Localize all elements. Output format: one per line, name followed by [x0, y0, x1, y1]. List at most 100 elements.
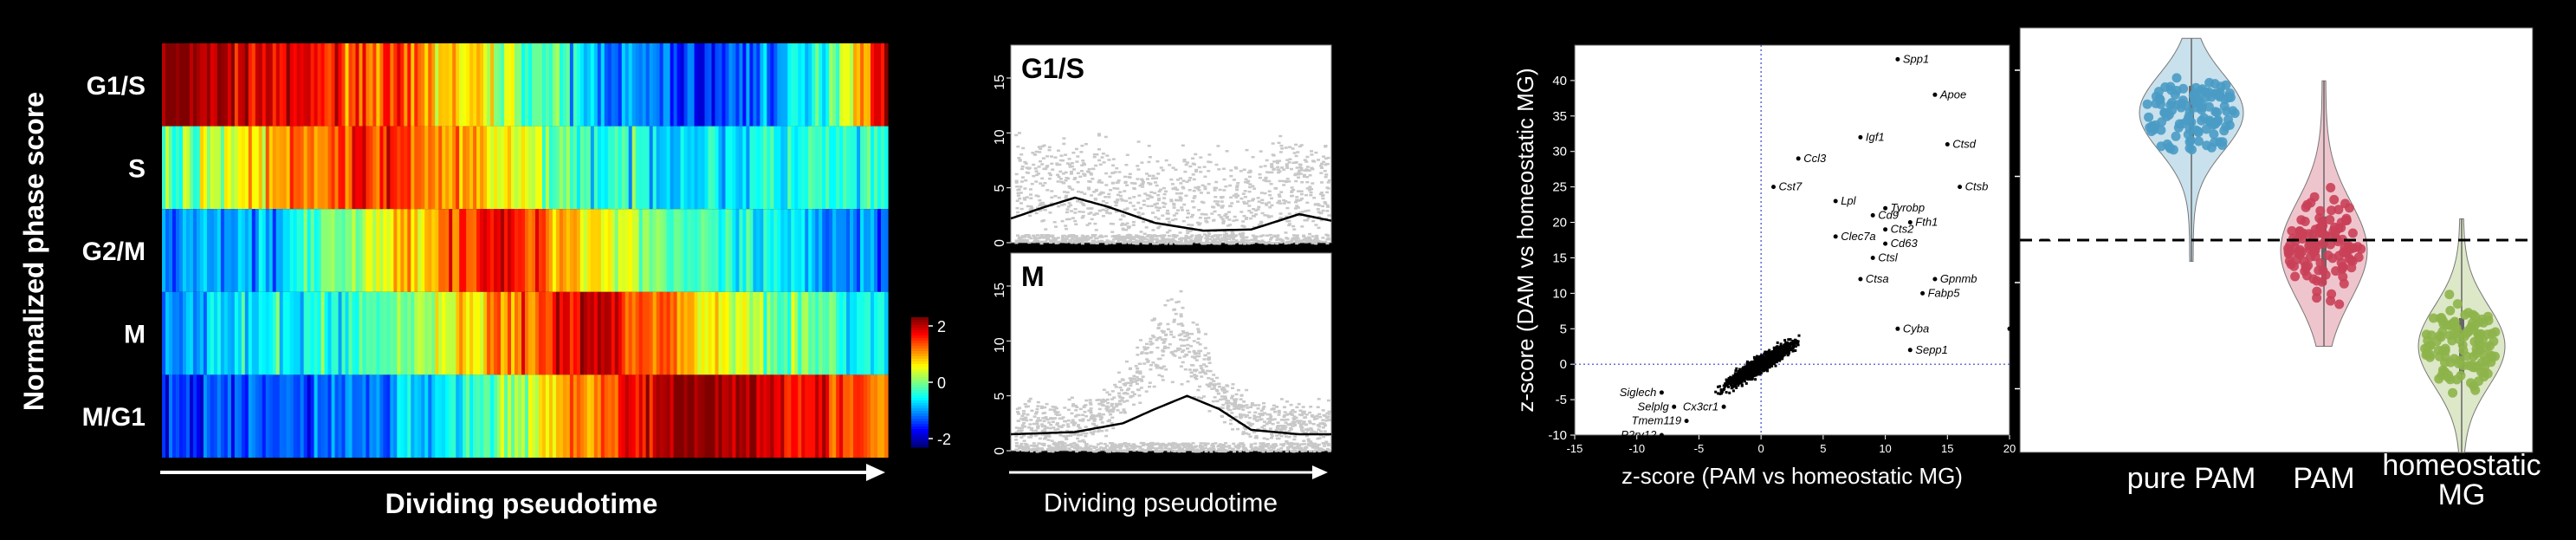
trend-point — [1276, 201, 1280, 205]
heatmap-cell — [359, 291, 364, 375]
heatmap-cell — [445, 209, 450, 292]
trend-point — [1124, 360, 1129, 363]
trend-point — [1094, 446, 1098, 448]
trend-point — [1023, 236, 1027, 238]
heatmap-cell — [296, 43, 301, 127]
trend-point — [1138, 372, 1142, 374]
trend-point — [1122, 228, 1126, 231]
heatmap-cell — [400, 291, 405, 375]
trend-point — [1170, 183, 1175, 185]
trend-point — [1189, 371, 1194, 374]
heatmap-cell — [548, 374, 553, 458]
heatmap-cell — [262, 43, 267, 127]
trend-point — [1150, 237, 1155, 240]
trend-point — [1304, 160, 1309, 163]
trend-point — [1316, 406, 1320, 408]
heatmap-cell — [487, 374, 491, 458]
trend-point — [1021, 146, 1026, 150]
heatmap-cell — [708, 209, 713, 292]
trend-point — [1071, 433, 1076, 435]
trend-point — [1036, 426, 1040, 430]
trend-point — [1323, 423, 1327, 426]
trend-point — [1117, 445, 1121, 447]
trend-point — [1146, 205, 1150, 207]
trend-point — [1316, 208, 1320, 211]
heatmap-cell — [756, 374, 761, 458]
trend-point — [1319, 165, 1323, 167]
trend-point — [1272, 443, 1276, 446]
trend-point — [1156, 450, 1161, 453]
heatmap-cell — [573, 291, 578, 375]
trend-point — [1198, 450, 1202, 452]
trend-point — [1104, 172, 1109, 175]
trend-point — [1065, 177, 1069, 179]
trend-point — [1266, 418, 1271, 420]
heatmap-cell — [780, 126, 785, 210]
heatmap-cell — [763, 126, 767, 210]
trend-point — [1257, 200, 1261, 203]
trend-ytick-label: 15 — [993, 283, 1007, 298]
trend-point — [1180, 206, 1184, 209]
heatmap-cell — [424, 209, 429, 292]
trend-point — [1159, 188, 1162, 192]
trend-point — [1094, 164, 1098, 167]
heatmap-cell — [767, 291, 771, 375]
trend-point — [1269, 215, 1273, 218]
trend-point — [1078, 407, 1083, 411]
heatmap-cell — [666, 43, 671, 127]
trend-point — [1154, 364, 1158, 368]
trend-point — [1302, 410, 1306, 413]
heatmap-cell — [756, 43, 761, 127]
heatmap-cell — [694, 291, 699, 375]
trend-point — [1168, 223, 1172, 225]
trend-point — [1278, 241, 1283, 244]
heatmap-cell — [220, 374, 225, 458]
trend-point — [1016, 145, 1020, 148]
heatmap-cell — [303, 209, 308, 292]
trend-point — [1246, 242, 1251, 245]
trend-point — [1213, 396, 1217, 399]
heatmap-cell — [822, 126, 826, 210]
heatmap-cell — [303, 291, 308, 375]
trend-point — [1169, 198, 1174, 201]
trend-point — [1184, 234, 1188, 237]
trend-point — [1179, 182, 1183, 185]
heatmap-cell — [469, 209, 474, 292]
trend-point — [1083, 411, 1087, 413]
heatmap-cell — [411, 374, 415, 458]
trend-point — [1082, 162, 1086, 165]
trend-point — [1298, 145, 1302, 148]
trend-point — [1048, 408, 1052, 411]
trend-point — [1225, 150, 1229, 153]
heatmap-cell — [739, 126, 743, 210]
heatmap-cell — [223, 374, 229, 458]
heatmap-cell — [428, 126, 432, 210]
trend-point — [1292, 424, 1297, 426]
trend-point — [1173, 355, 1177, 357]
trend-point — [1118, 191, 1123, 193]
trend-point — [1204, 372, 1207, 375]
heatmap-cell — [324, 126, 329, 210]
trend-point — [1048, 426, 1052, 430]
trend-point — [1104, 434, 1109, 438]
trend-point — [1067, 185, 1071, 188]
trend-point — [1120, 224, 1124, 226]
pseudotime-arrow — [160, 464, 885, 481]
heatmap-cell — [199, 43, 204, 127]
trend-point — [1323, 170, 1327, 172]
trend-point — [1085, 224, 1090, 226]
trend-point — [1183, 237, 1188, 240]
heatmap-cell — [279, 374, 284, 458]
trend-point — [1028, 214, 1032, 218]
trend-point — [1055, 449, 1059, 452]
colorbar-step — [911, 346, 929, 349]
trend-point — [1068, 166, 1072, 168]
heatmap-cell — [552, 43, 557, 127]
heatmap-cell — [628, 291, 633, 375]
trend-point — [1291, 234, 1296, 237]
trend-point — [1014, 435, 1019, 438]
trend-point — [1227, 446, 1232, 450]
heatmap-cell — [165, 43, 170, 127]
trend-point — [1282, 168, 1286, 171]
heatmap-cell — [414, 374, 418, 458]
